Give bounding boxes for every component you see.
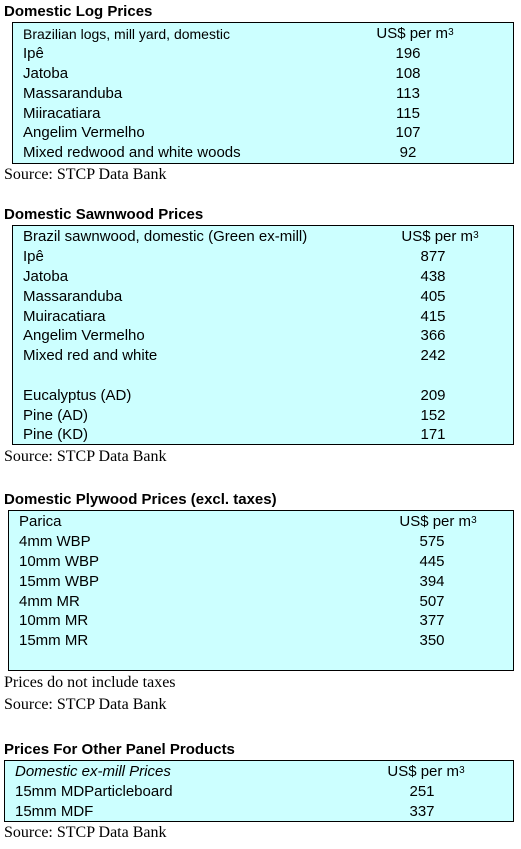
price-value: 113 [396,85,420,102]
table-row: Mixed red and white 242 [13,346,513,366]
product-name: 4mm WBP [19,533,91,550]
species-name: Angelim Vermelho [23,124,145,141]
product-name: 15mm MR [19,632,89,649]
header-label: Brazil sawnwood, domestic (Green ex-mill… [23,228,308,245]
table-row: Jatoba 438 [13,267,513,287]
table-row: 15mm MDParticleboard 251 [5,782,513,802]
product-name: 4mm MR [19,593,80,610]
header-label: Parica [19,513,62,530]
species-name: Massaranduba [23,288,123,305]
ply-prices-table: Parica US$ per m3 4mm WBP 575 10mm WBP 4… [8,510,514,671]
price-value: 377 [419,612,445,629]
species-name: Mixed redwood and white woods [23,144,241,161]
price-value: 92 [399,144,417,161]
price-value: 438 [420,268,446,285]
sawn-source: Source: STCP Data Bank [4,448,167,465]
species-name: Ipê [23,248,44,265]
price-value: 366 [420,327,446,344]
price-value: 445 [419,553,445,570]
product-name: 15mm MDF [15,803,94,820]
price-value: 108 [395,65,421,82]
ply-prices-heading: Domestic Plywood Prices (excl. taxes) [4,491,277,508]
species-name: Jatoba [23,65,69,82]
species-name: Massaranduba [23,85,123,102]
price-value: 575 [419,533,445,550]
species-name: Mixed red and white [23,347,158,364]
table-row: Jatoba 108 [13,64,513,84]
header-label: Domestic ex-mill Prices [15,763,171,780]
table-row: Ipê 196 [13,44,513,64]
table-row: Miiracatiara 115 [13,104,513,124]
price-value: 242 [420,347,446,364]
unit-label: US$ per m3 [387,763,465,780]
unit-label: US$ per m3 [399,513,477,530]
table-row: 15mm WBP 394 [9,572,513,592]
panel-source: Source: STCP Data Bank [4,824,167,841]
table-row: Pine (KD) 171 [13,425,513,445]
ply-source: Source: STCP Data Bank [4,696,167,713]
species-name: Muiracatiara [23,308,106,325]
table-row: Angelim Vermelho 366 [13,326,513,346]
table-header-row: Domestic ex-mill Prices US$ per m3 [5,762,513,782]
table-row: Pine (AD) 152 [13,406,513,426]
price-value: 251 [409,783,435,800]
unit-label: US$ per m3 [376,25,454,42]
price-value: 394 [419,573,445,590]
table-row: 15mm MR 350 [9,631,513,651]
price-value: 196 [395,45,421,62]
price-value: 115 [396,105,420,122]
product-name: 10mm WBP [19,553,100,570]
species-name: Ipê [23,45,44,62]
price-value: 209 [420,387,446,404]
product-name: 15mm WBP [19,573,100,590]
table-row: 10mm WBP 445 [9,552,513,572]
species-name: Eucalyptus (AD) [23,387,132,404]
table-row: Massaranduba 405 [13,287,513,307]
table-row: Ipê 877 [13,247,513,267]
table-row: 15mm MDF 337 [5,802,513,822]
table-row: 4mm WBP 575 [9,532,513,552]
unit-label: US$ per m3 [401,228,479,245]
table-row: Massaranduba 113 [13,84,513,104]
log-source: Source: STCP Data Bank [4,166,167,183]
price-value: 507 [419,593,445,610]
product-name: 15mm MDParticleboard [15,783,173,800]
species-name: Miiracatiara [23,105,101,122]
price-value: 152 [420,407,446,424]
table-row: 10mm MR 377 [9,611,513,631]
sawn-prices-table: Brazil sawnwood, domestic (Green ex-mill… [12,225,514,445]
price-value: 415 [420,308,446,325]
species-name: Jatoba [23,268,69,285]
table-row: Eucalyptus (AD) 209 [13,386,513,406]
panel-prices-table: Domestic ex-mill Prices US$ per m3 15mm … [4,760,514,822]
sawn-prices-heading: Domestic Sawnwood Prices [4,206,204,223]
product-name: 10mm MR [19,612,89,629]
species-name: Pine (KD) [23,426,89,443]
price-value: 107 [395,124,421,141]
price-value: 877 [420,248,446,265]
table-header-row: Parica US$ per m3 [9,512,513,532]
ply-note: Prices do not include taxes [4,674,176,691]
log-prices-heading: Domestic Log Prices [4,3,153,20]
species-name: Angelim Vermelho [23,327,145,344]
table-header-row: Brazil sawnwood, domestic (Green ex-mill… [13,227,513,247]
species-name: Pine (AD) [23,407,89,424]
panel-prices-heading: Prices For Other Panel Products [4,741,235,758]
table-header-row: Brazilian logs, mill yard, domestic US$ … [13,24,513,44]
price-value: 337 [409,803,435,820]
header-label: Brazilian logs, mill yard, domestic [23,26,230,42]
log-prices-table: Brazilian logs, mill yard, domestic US$ … [12,22,514,164]
table-row: 4mm MR 507 [9,592,513,612]
price-value: 350 [419,632,445,649]
table-row: Angelim Vermelho 107 [13,123,513,143]
price-value: 405 [420,288,446,305]
table-row: Muiracatiara 415 [13,307,513,327]
price-value: 171 [420,426,446,443]
table-row: Mixed redwood and white woods 92 [13,143,513,163]
